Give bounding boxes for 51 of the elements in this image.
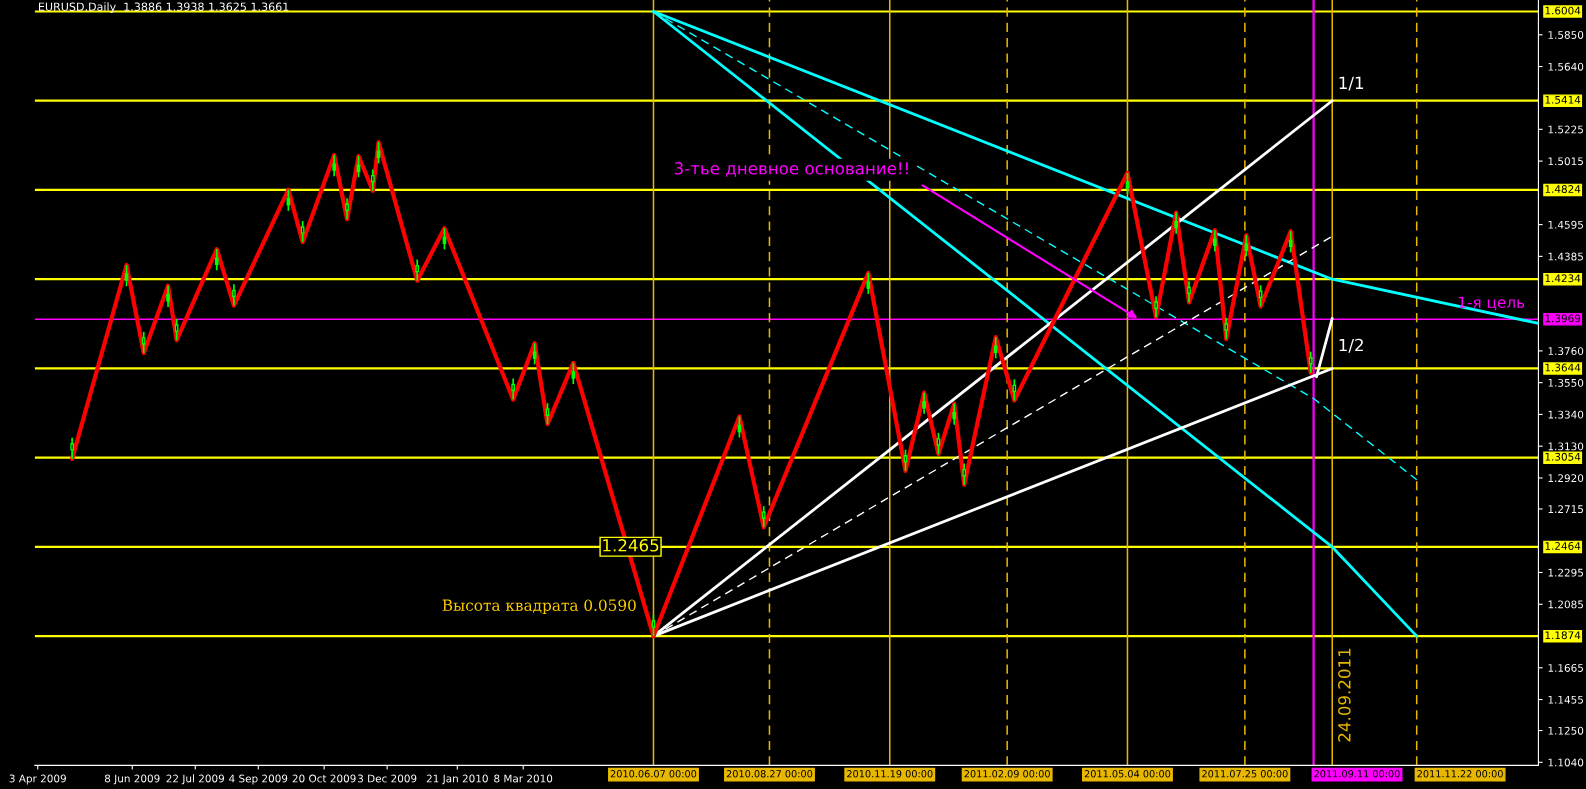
ref-line-label: 2011.07.25 00:00 <box>1202 770 1288 778</box>
y-tick-label: 1.2920 <box>1548 474 1584 483</box>
annotation: Высота квадрата 0.0590 <box>442 599 636 614</box>
ref-line-label: 2010.06.07 00:00 <box>610 770 697 778</box>
x-tick-label: 8 Jun 2009 <box>104 774 160 785</box>
y-tick-label: 1.5225 <box>1548 125 1583 134</box>
y-tick-label: 1.5015 <box>1548 157 1583 166</box>
ref-line-label: 1.3644 <box>1545 363 1581 372</box>
y-tick-label: 1.3340 <box>1548 410 1584 419</box>
ref-line-label: 1.6004 <box>1545 6 1581 15</box>
ref-line-label: 1.3969 <box>1545 314 1581 323</box>
ref-line-label: 2011.11.22 00:00 <box>1417 770 1503 778</box>
y-tick-label: 1.4595 <box>1548 220 1583 229</box>
y-tick-label: 1.5850 <box>1548 31 1584 39</box>
y-tick-label: 1.3550 <box>1548 378 1584 387</box>
ref-line-label: 2011.05.04 00:00 <box>1084 770 1171 778</box>
x-tick-label: 3 Apr 2009 <box>9 774 66 785</box>
annotation: 1/2 <box>1339 338 1363 353</box>
y-tick-label: 1.3130 <box>1548 442 1584 451</box>
annotation: 24.09.2011 <box>1338 648 1351 742</box>
ref-line-label: 1.4234 <box>1545 274 1581 283</box>
annotation: 3-тье дневное основание!! <box>674 162 908 177</box>
ref-line-label: 2010.08.27 00:00 <box>726 770 813 778</box>
x-tick-label: 8 Mar 2010 <box>494 774 553 783</box>
x-tick-label: 3 Dec 2009 <box>357 774 417 783</box>
y-tick-label: 1.4385 <box>1548 252 1583 261</box>
ref-line-label: 1.5414 <box>1545 96 1581 104</box>
ref-line-label: 1.4824 <box>1545 185 1581 193</box>
ref-line-label: 1.1874 <box>1545 631 1581 640</box>
y-tick-label: 1.3760 <box>1548 347 1584 356</box>
y-tick-label: 1.1250 <box>1548 726 1584 735</box>
x-tick-label: 4 Sep 2009 <box>229 774 288 785</box>
y-tick-label: 1.5640 <box>1548 62 1584 71</box>
annotation: 1-я цель <box>1458 296 1525 310</box>
ref-line-label: 2011.09.11 00:00 <box>1314 770 1400 778</box>
y-tick-label: 1.2085 <box>1548 600 1583 609</box>
x-tick-label: 21 Jan 2010 <box>426 774 488 785</box>
y-tick-label: 1.2715 <box>1548 505 1583 514</box>
ref-line-label: 1.2464 <box>1545 542 1581 550</box>
y-tick-label: 1.2295 <box>1548 568 1583 577</box>
y-tick-label: 1.1455 <box>1548 695 1583 704</box>
y-tick-label: 1.1665 <box>1548 664 1583 672</box>
annotation: 1/1 <box>1339 76 1364 91</box>
ref-line-label: 2010.11.19 00:00 <box>847 770 933 778</box>
y-tick-label: 1.1040 <box>1548 758 1584 767</box>
ref-line-label: 1.3054 <box>1545 452 1581 461</box>
ref-line-label: 2011.02.09 00:00 <box>964 770 1050 778</box>
annotation: 1.2465 <box>603 539 659 552</box>
x-tick-label: 20 Oct 2009 <box>292 774 356 783</box>
x-tick-label: 22 Jul 2009 <box>166 774 225 785</box>
chart-title: EURUSD,Daily 1.3886 1.3938 1.3625 1.3661 <box>38 2 289 14</box>
